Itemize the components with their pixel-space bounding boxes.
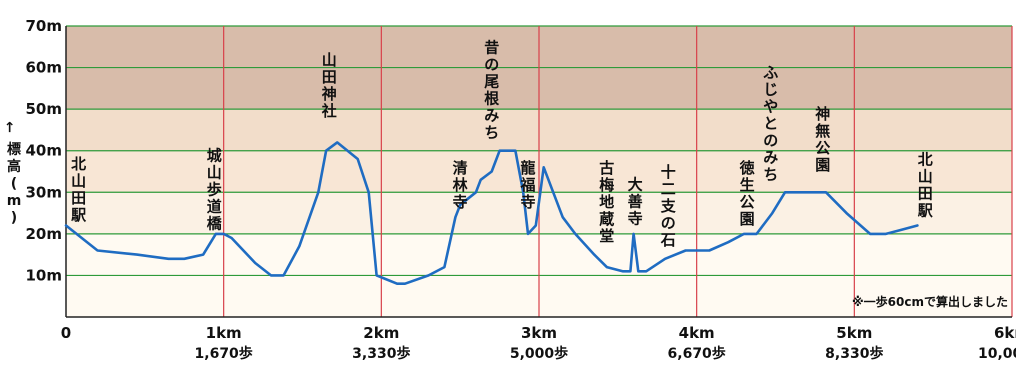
landmark-label-0: 北山田駅 bbox=[70, 155, 87, 224]
x-tick-steps-6: 10,000歩 bbox=[978, 345, 1016, 361]
x-tick-steps-2: 3,330歩 bbox=[352, 345, 410, 361]
y-tick-label-6: 70m bbox=[25, 17, 62, 35]
landmark-label-11: 神無公園 bbox=[815, 105, 830, 174]
x-tick-label-4: 4km bbox=[679, 324, 715, 342]
y-axis-label-group: → 標高(m) bbox=[2, 121, 21, 226]
landmark-label-9: 徳生公園 bbox=[739, 159, 755, 228]
axes bbox=[65, 26, 1012, 318]
y-tick-label-1: 20m bbox=[25, 225, 62, 243]
x-tick-steps-4: 6,670歩 bbox=[668, 345, 726, 361]
x-tick-steps-3: 5,000歩 bbox=[510, 345, 568, 361]
y-tick-label-3: 40m bbox=[25, 142, 62, 160]
landmark-label-12: 北山田駅 bbox=[917, 151, 934, 220]
x-tick-label-2: 2km bbox=[363, 324, 399, 342]
landmark-label-7: 大善寺 bbox=[628, 176, 643, 228]
y-tick-label-2: 30m bbox=[25, 183, 62, 201]
y-tick-label-5: 60m bbox=[25, 59, 62, 77]
x-tick-label-5: 5km bbox=[836, 324, 872, 342]
landmark-label-5: 龍福寺 bbox=[519, 159, 535, 211]
chart-note: ※一歩60cmで算出しました bbox=[852, 294, 1008, 309]
y-axis-arrow: → bbox=[2, 121, 18, 133]
landmark-label-10: ふじやとのみち bbox=[763, 63, 778, 183]
x-tick-label-0: 0 bbox=[61, 324, 71, 342]
tick-labels: 10m 20m 30m 40m 50m 60m 70m 0 1km 1,670歩 2km 3,330歩… bbox=[25, 17, 1016, 362]
y-axis-label: 標高(m) bbox=[7, 141, 22, 226]
x-tick-label-1: 1km bbox=[206, 324, 242, 342]
landmark-label-6: 古梅地蔵堂 bbox=[599, 159, 614, 245]
elevation-line-0 bbox=[64, 141, 919, 286]
landmark-label-4: 昔の尾根みち bbox=[484, 38, 499, 141]
x-tick-label-6: 6km bbox=[994, 324, 1016, 342]
landmark-label-3: 清林寺 bbox=[453, 159, 469, 211]
x-tick-steps-1: 1,670歩 bbox=[195, 345, 253, 361]
landmark-label-8: 十二支の石 bbox=[660, 163, 677, 249]
y-tick-label-4: 50m bbox=[25, 100, 62, 118]
landmark-label-1: 城山歩道橋 bbox=[207, 147, 223, 233]
x-tick-steps-5: 8,330歩 bbox=[825, 345, 883, 361]
x-tick-label-3: 3km bbox=[521, 324, 557, 342]
landmark-label-2: 山田神社 bbox=[321, 51, 337, 120]
series bbox=[64, 141, 919, 286]
y-tick-label-0: 10m bbox=[25, 266, 62, 284]
